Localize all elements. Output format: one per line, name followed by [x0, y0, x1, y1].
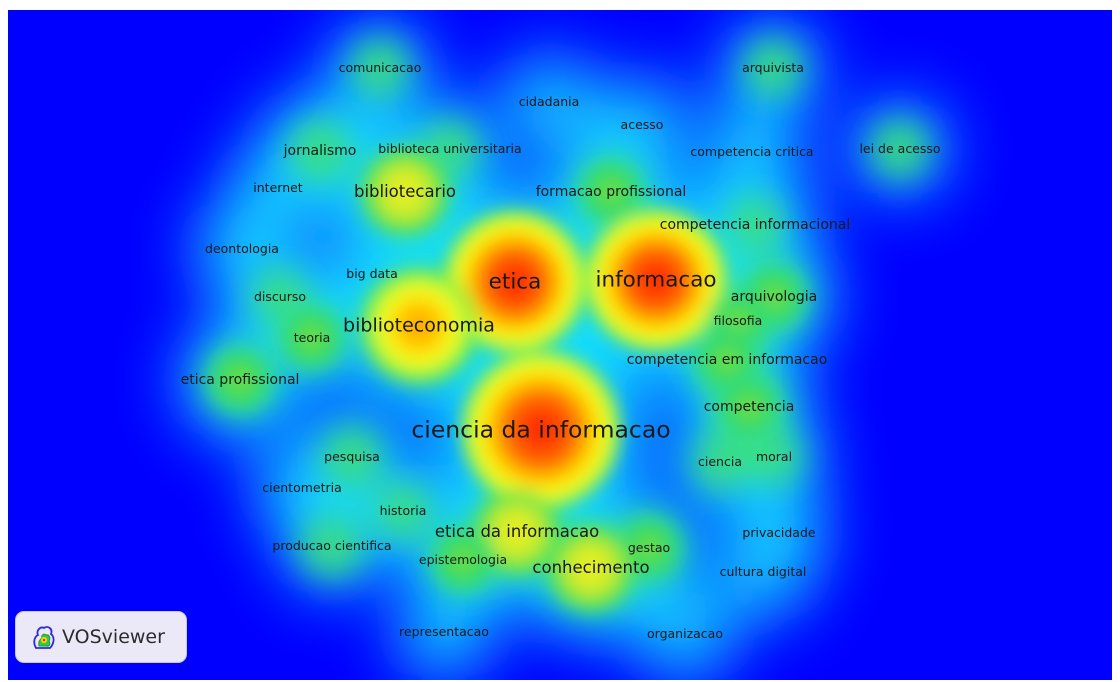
term-biblioteconomia[interactable]: biblioteconomia [343, 314, 495, 337]
term-gestao[interactable]: gestao [627, 539, 671, 555]
term-internet[interactable]: internet [253, 179, 303, 195]
density-peak [457, 346, 625, 514]
term-deontologia[interactable]: deontologia [205, 240, 279, 256]
density-map[interactable]: comunicacao arquivista cidadania acesso jorn… [8, 10, 1112, 680]
term-big-data[interactable]: big data [346, 265, 398, 281]
term-conhecimento[interactable]: conhecimento [532, 557, 650, 577]
density-mid [871, 120, 929, 178]
term-privacidade[interactable]: privacidade [742, 524, 816, 540]
density-peak [545, 522, 637, 614]
density-mid [691, 433, 749, 491]
density-peak [427, 524, 499, 596]
term-arquivologia[interactable]: arquivologia [730, 289, 818, 305]
term-teoria[interactable]: teoria [293, 329, 331, 345]
density-halo [398, 586, 490, 678]
vosviewer-logo-icon [33, 626, 55, 649]
density-mid [301, 515, 363, 577]
term-bibliotecario[interactable]: bibliotecario [353, 181, 457, 201]
term-ciencia-da-informacao[interactable]: ciencia da informacao [411, 415, 671, 444]
term-etica-da-informacao[interactable]: etica da informacao [434, 521, 600, 541]
term-representacao[interactable]: representacao [399, 623, 489, 639]
term-epistemologia[interactable]: epistemologia [418, 551, 508, 567]
term-formacao-profissional[interactable]: formacao profissional [535, 184, 687, 200]
term-ciencia[interactable]: ciencia [698, 453, 742, 469]
term-lei-de-acesso[interactable]: lei de acesso [859, 140, 941, 156]
term-discurso[interactable]: discurso [253, 288, 307, 304]
density-mid [289, 120, 351, 182]
density-peak [276, 302, 348, 374]
term-competencia[interactable]: competencia [703, 399, 795, 415]
term-pesquisa[interactable]: pesquisa [324, 448, 380, 464]
term-organizacao[interactable]: organizacao [647, 625, 723, 641]
density-peak [575, 156, 647, 228]
density-peak [713, 371, 785, 443]
term-acesso[interactable]: acesso [620, 116, 664, 132]
density-peak [359, 146, 451, 238]
density-peak [204, 344, 276, 416]
term-cultura-digital[interactable]: cultura digital [719, 563, 807, 579]
term-filosofia[interactable]: filosofia [713, 312, 763, 328]
term-etica[interactable]: etica [488, 269, 542, 295]
density-mid [744, 39, 802, 97]
density-halo [717, 526, 809, 618]
density-mid [351, 39, 409, 97]
vosviewer-logo-text: VOSviewer [62, 626, 165, 648]
density-mid [726, 196, 784, 254]
density-halo [503, 56, 595, 148]
term-cientometria[interactable]: cientometria [262, 479, 342, 495]
term-etica-profissional[interactable]: etica profissional [180, 372, 300, 388]
vosviewer-logo[interactable]: VOSviewer [15, 611, 187, 663]
term-biblioteca-universitaria[interactable]: biblioteca universitaria [378, 140, 522, 156]
term-competencia-critica[interactable]: competencia critica [690, 143, 814, 159]
term-informacao[interactable]: informacao [595, 267, 717, 293]
density-mid [374, 482, 432, 540]
density-peak [581, 205, 731, 355]
density-peak [357, 264, 481, 388]
term-moral[interactable]: moral [755, 448, 793, 464]
density-mid [321, 426, 383, 488]
term-arquivista[interactable]: arquivista [742, 59, 804, 75]
term-competencia-em-informacao[interactable]: competencia em informacao [626, 352, 828, 368]
density-heatmap [182, 22, 946, 680]
term-historia[interactable]: historia [379, 502, 427, 518]
term-comunicacao[interactable]: comunicacao [338, 59, 422, 75]
density-halo [639, 588, 731, 680]
term-cidadania[interactable]: cidadania [518, 93, 580, 109]
density-mid [745, 428, 803, 486]
term-producao-cientifica[interactable]: producao cientifica [272, 537, 392, 553]
term-jornalismo[interactable]: jornalismo [283, 143, 357, 159]
term-competencia-informacional[interactable]: competencia informacional [659, 217, 851, 233]
